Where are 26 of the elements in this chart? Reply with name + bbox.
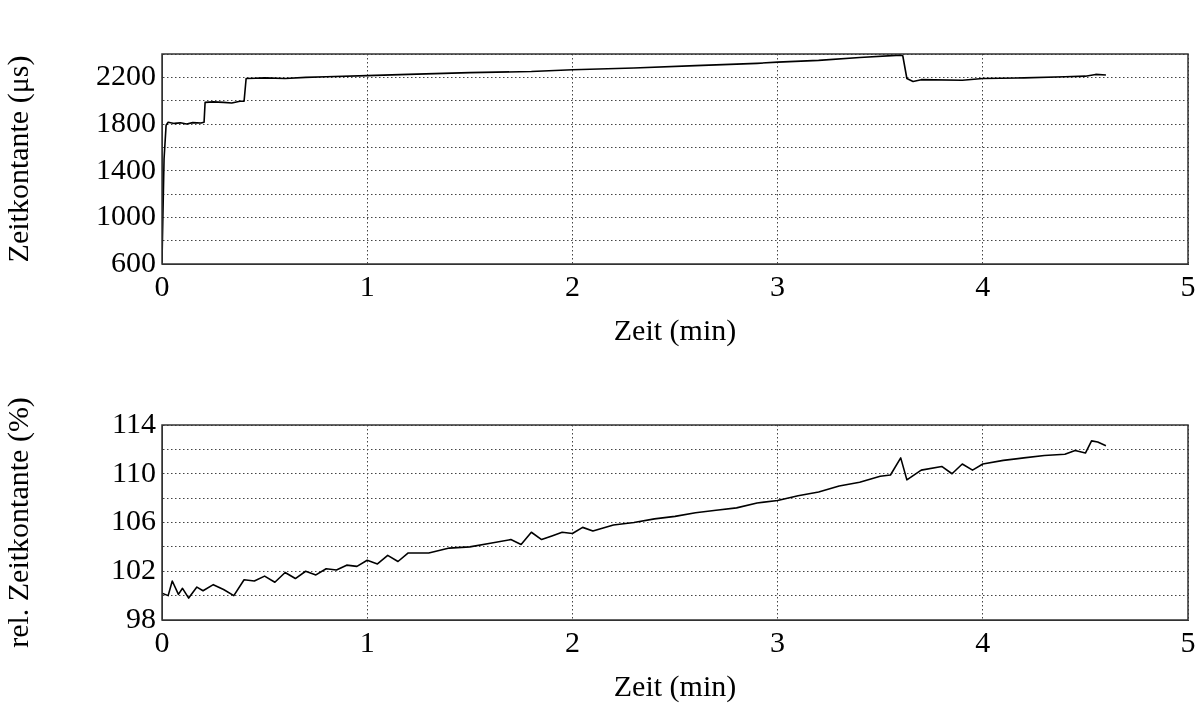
x-axis-title: Zeit (min): [613, 668, 737, 703]
x-tick-label: 2: [564, 268, 580, 302]
x-axis-title: Zeit (min): [613, 312, 737, 347]
y-axis-title: Zeitkontante (μs): [0, 55, 35, 263]
x-tick-label: 4: [975, 624, 991, 658]
y-tick-label: 1800: [96, 104, 156, 138]
y-tick-label: 600: [111, 244, 156, 278]
x-tick-label: 0: [154, 624, 170, 658]
y-tick-label: 114: [112, 405, 156, 439]
y-tick-label: 2200: [96, 58, 156, 92]
y-tick-label: 106: [111, 503, 156, 537]
y-tick-label: 102: [111, 552, 156, 586]
x-tick-label: 5: [1180, 624, 1196, 658]
x-tick-label: 5: [1180, 268, 1196, 302]
y-axis-title: rel. Zeitkontante (%): [0, 397, 35, 648]
x-tick-label: 2: [564, 624, 580, 658]
y-tick-label: 98: [126, 600, 156, 634]
x-tick-label: 1: [359, 624, 375, 658]
x-tick-label: 4: [975, 268, 991, 302]
x-tick-label: 0: [154, 268, 170, 302]
x-tick-label: 1: [359, 268, 375, 302]
y-tick-label: 1000: [96, 198, 156, 232]
y-tick-label: 1400: [96, 151, 156, 185]
y-tick-label: 110: [112, 454, 156, 488]
x-tick-label: 3: [770, 268, 786, 302]
x-tick-label: 3: [770, 624, 786, 658]
